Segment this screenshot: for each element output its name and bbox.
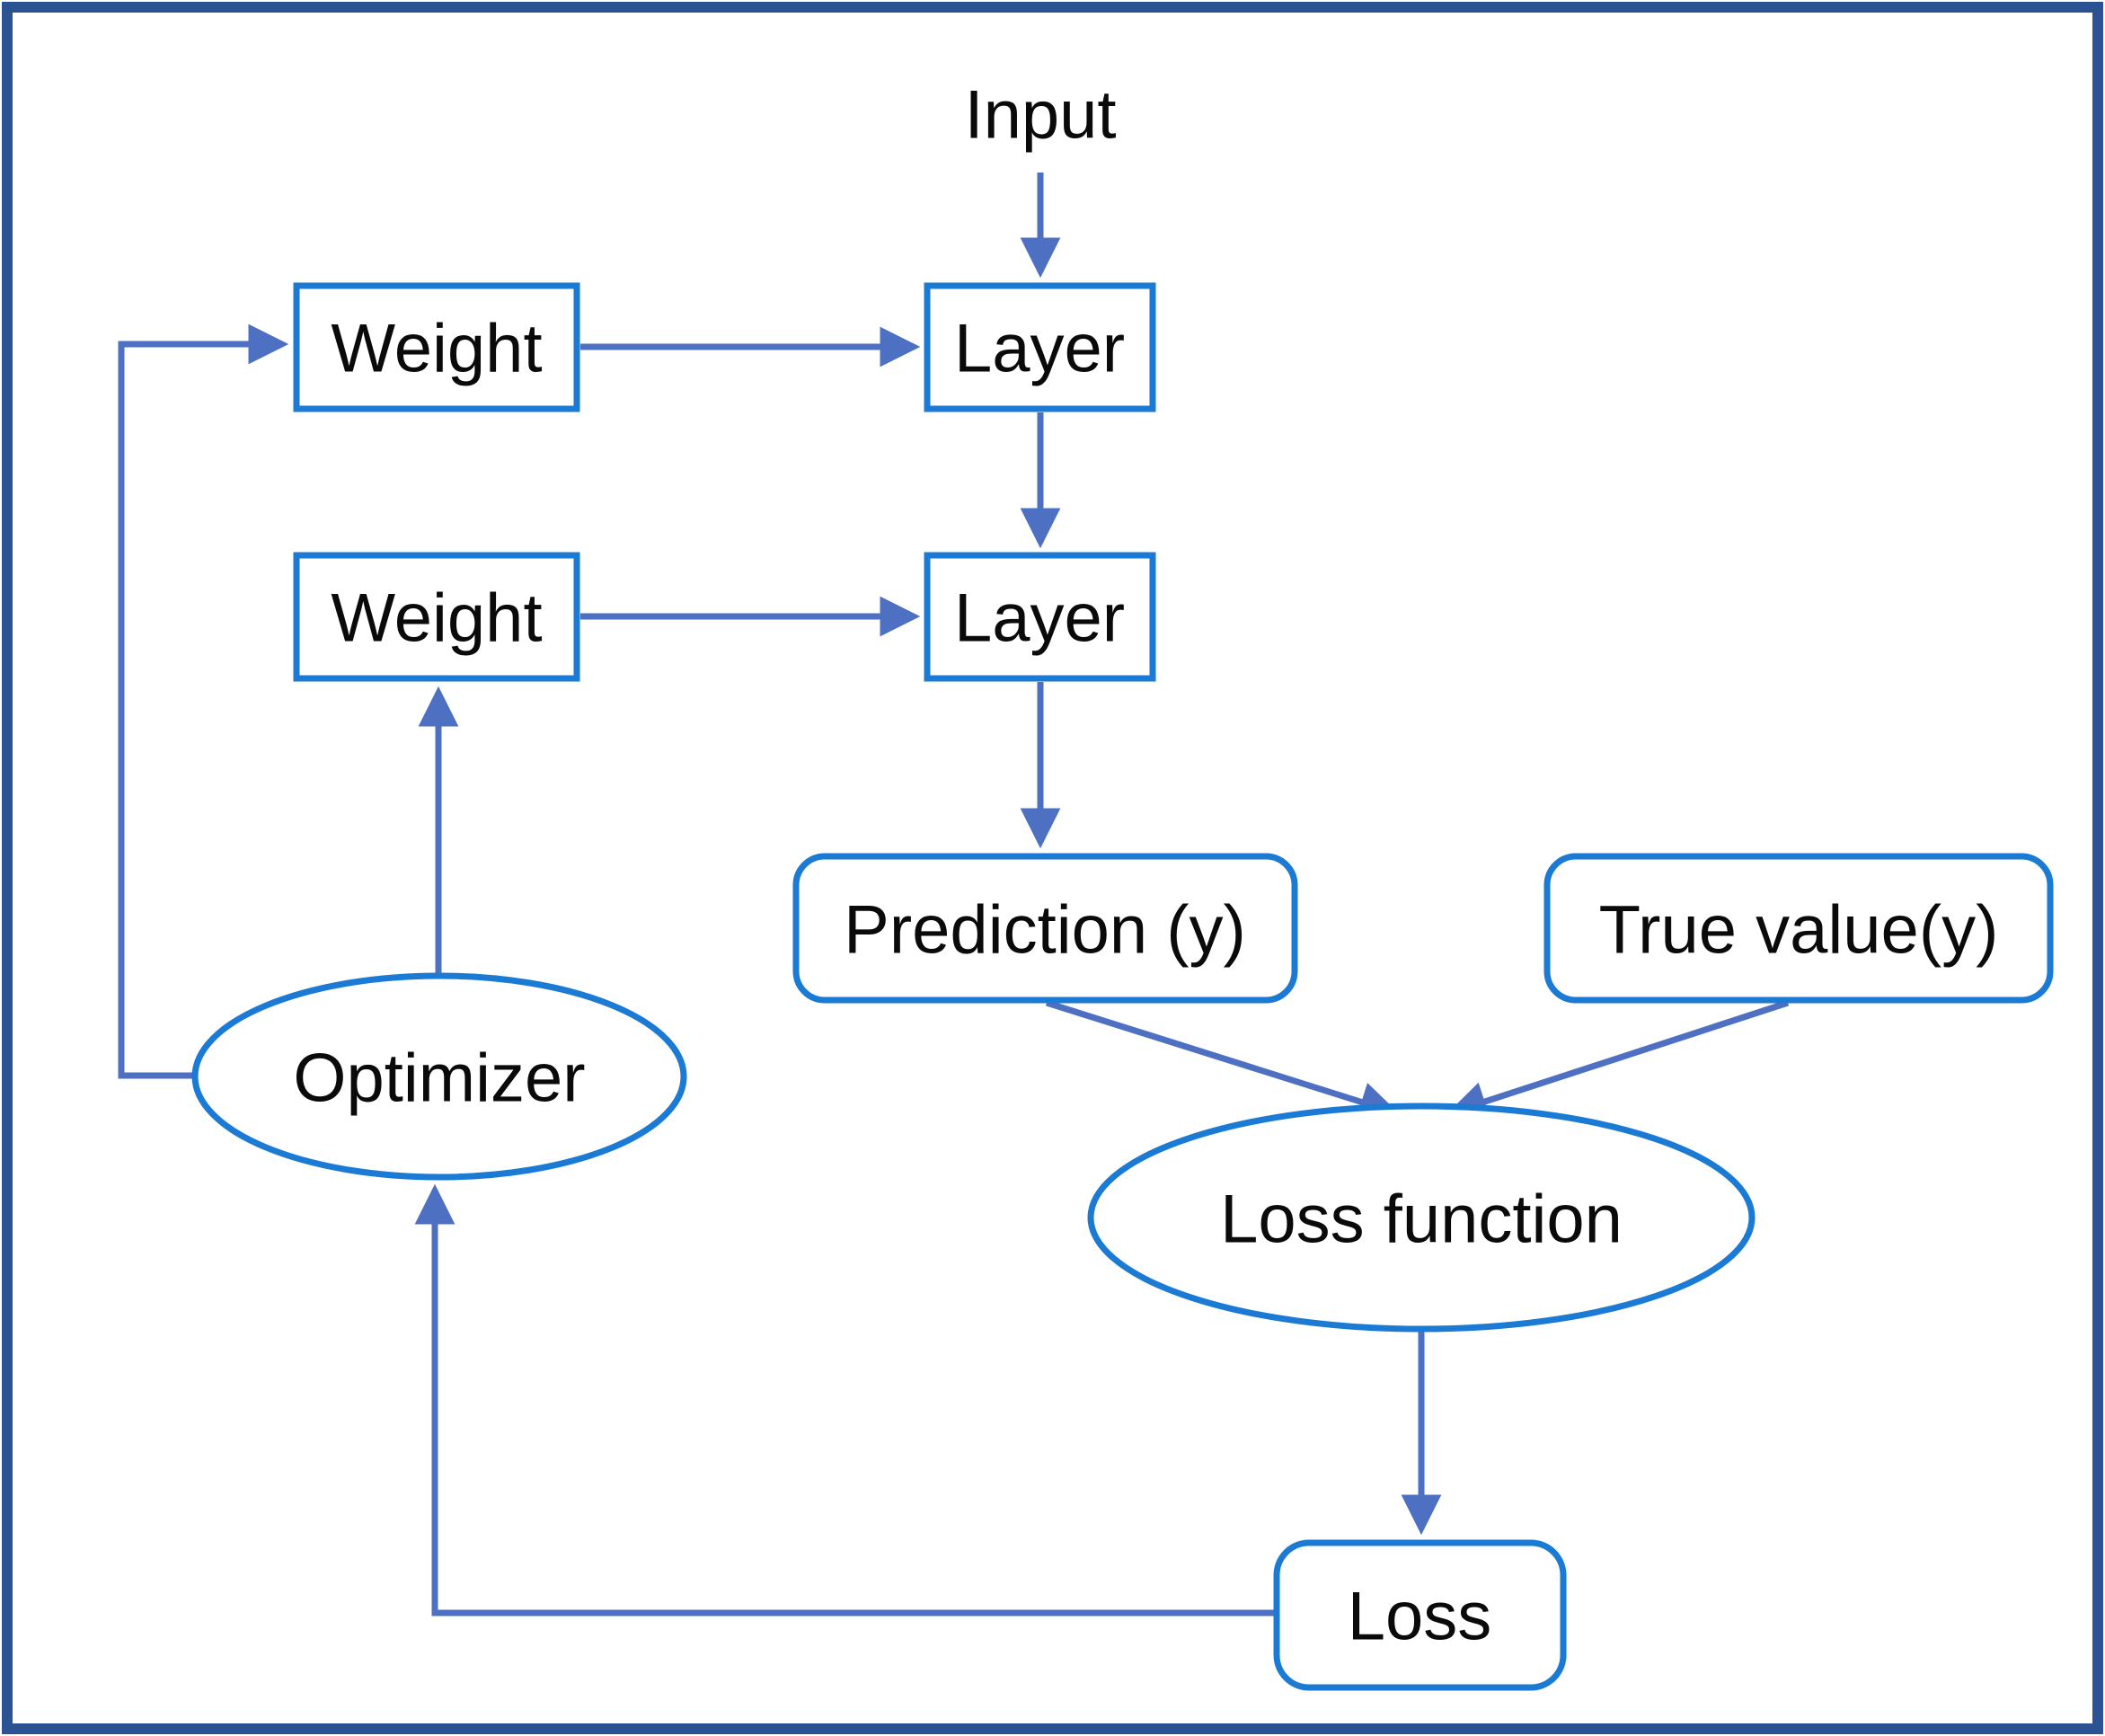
layer-1-box [924,282,1156,412]
edge-loss-to-optimizer [414,1183,1275,1616]
edge-prediction-to-loss-function [1045,999,1400,1121]
node-input: Input [964,77,1116,154]
node-optimizer: Optimizer [191,972,687,1181]
node-loss-function-label: Loss function [1220,1182,1623,1258]
node-layer-2: Layer [924,552,1156,682]
optimizer-ellipse [191,972,687,1181]
node-loss: Loss [1273,1539,1567,1691]
node-weight-2-label: Weight [331,580,542,657]
loss-function-ellipse [1087,1103,1756,1333]
prediction-box [792,853,1298,1004]
node-weight-1-label: Weight [331,311,542,387]
node-optimizer-label: Optimizer [293,1041,585,1117]
layer-2-box [924,552,1156,682]
node-true-value-label: True value(y) [1599,892,1999,969]
edge-optimizer-to-weight-1 [118,323,289,1079]
edges [118,173,1790,1616]
node-layer-1-label: Layer [954,311,1125,387]
node-layer-1: Layer [924,282,1156,412]
edge-true-value-to-loss-function [1446,999,1790,1121]
node-prediction: Prediction (y) [792,853,1298,1004]
node-input-label: Input [964,77,1116,154]
weight-1-box [293,282,580,412]
loss-box [1273,1539,1567,1691]
node-loss-function: Loss function [1087,1103,1756,1333]
node-layer-2-label: Layer [954,580,1125,657]
true-value-box [1543,853,2054,1004]
weight-2-box [293,552,580,682]
node-prediction-label: Prediction (y) [844,892,1246,969]
node-weight-1: Weight [293,282,580,412]
node-weight-2: Weight [293,552,580,682]
node-true-value: True value(y) [1543,853,2054,1004]
node-loss-label: Loss [1348,1579,1492,1655]
